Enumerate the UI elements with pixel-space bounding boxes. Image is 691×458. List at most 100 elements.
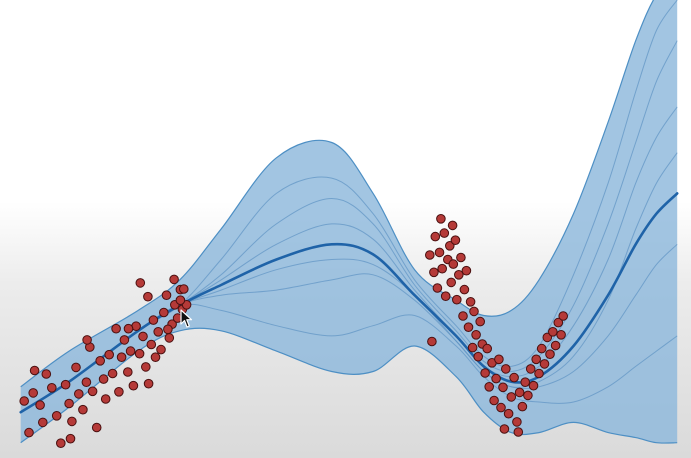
data-point [143,291,153,302]
data-point [146,339,157,350]
data-point [440,291,451,302]
data-point [430,231,441,242]
band-upper-edge [20,0,655,388]
data-point [91,422,102,433]
data-point [169,274,179,285]
data-point [67,416,77,427]
data-point [38,417,48,428]
data-point [161,290,172,301]
data-point [111,323,121,334]
data-point [81,377,92,388]
data-point [517,401,528,412]
data-point [452,294,462,305]
data-point [116,352,127,363]
data-point [82,335,92,345]
data-point [138,331,148,342]
data-point [95,356,105,366]
data-point [498,382,508,393]
data-point [128,380,139,391]
data-point [520,377,531,388]
data-point [123,367,133,377]
data-point [499,424,510,434]
data-point [491,373,501,384]
data-point [425,250,435,260]
data-point [119,335,130,345]
data-point [496,402,506,413]
data-point [465,297,476,307]
data-point [473,351,484,362]
data-point [501,364,511,374]
observations-layer [19,214,569,449]
data-point [432,283,443,293]
data-point [60,379,71,390]
data-point [513,427,524,437]
data-point [427,336,437,347]
data-point [56,438,66,449]
data-point [469,306,479,317]
data-point [434,247,445,258]
data-point [446,277,457,288]
data-point [71,362,81,373]
data-point [98,374,109,384]
data-point [545,349,555,360]
confidence-band [20,0,678,444]
data-point [463,322,474,333]
data-point [143,378,154,389]
data-point [107,368,118,379]
data-point [123,323,134,334]
data-point [29,365,40,376]
data-point [437,263,448,274]
data-point [480,368,490,378]
data-point [448,259,459,269]
data-point [148,315,159,325]
data-point [528,380,539,391]
data-point [450,235,461,245]
data-point [141,362,151,372]
data-point [163,324,173,335]
data-point [125,346,136,356]
data-point [104,349,114,360]
data-point [150,352,161,363]
data-point [489,395,499,406]
data-point [100,394,111,404]
data-point [467,342,478,353]
data-point [539,359,550,369]
data-point [459,284,470,295]
mouse-cursor-icon [180,309,193,328]
data-point [28,388,39,398]
data-point [525,364,536,374]
data-point [87,386,98,397]
data-point [74,389,84,399]
data-point [41,369,52,379]
data-point [156,344,166,355]
data-point [153,327,163,337]
data-point [506,392,517,402]
data-point [135,278,146,288]
data-point [512,417,522,427]
data-point [456,252,466,263]
data-point [553,317,564,328]
data-point [164,333,175,343]
data-point [439,228,450,238]
data-point [484,382,495,392]
data-point [134,348,145,359]
data-point [458,311,468,321]
data-point [175,295,186,306]
data-point [436,214,446,224]
data-point [51,411,62,421]
data-point [454,270,464,280]
data-point [35,400,45,410]
data-point [19,396,30,406]
data-point [534,368,544,379]
data-point [445,241,455,251]
data-point [523,390,533,401]
posterior-sample-4 [20,303,678,413]
data-point [548,327,558,337]
data-point [556,330,566,340]
data-point [494,354,504,365]
data-point [558,311,569,321]
data-point [429,267,439,278]
data-point [447,220,458,231]
